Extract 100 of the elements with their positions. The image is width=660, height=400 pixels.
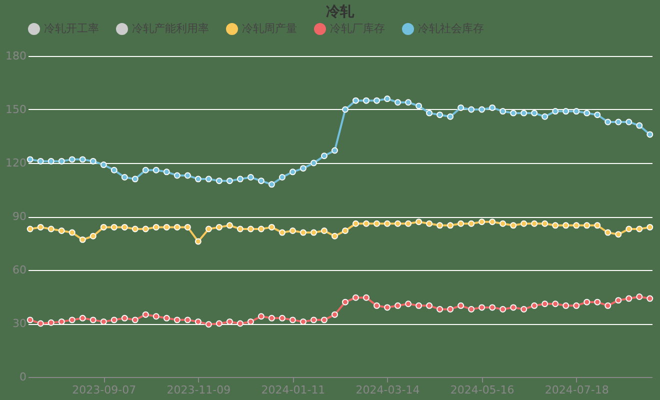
point [268, 314, 275, 322]
point [562, 108, 570, 115]
point [478, 304, 486, 311]
point [500, 220, 506, 227]
point [236, 226, 244, 232]
point [416, 102, 422, 110]
x-tick-label: 2024-05-16 [450, 384, 514, 396]
point [216, 320, 222, 327]
point [562, 222, 570, 229]
point [489, 218, 496, 226]
point [405, 220, 412, 227]
point [110, 224, 118, 230]
point [352, 220, 359, 227]
y-tick-label: 0 [20, 370, 26, 384]
point [584, 222, 590, 229]
point [300, 165, 306, 172]
point [247, 174, 254, 180]
point [132, 316, 138, 324]
point [584, 298, 590, 306]
point [478, 218, 486, 226]
point [194, 176, 202, 182]
point [374, 97, 380, 104]
point [205, 321, 212, 328]
point [236, 320, 244, 327]
point [458, 302, 464, 309]
point [436, 222, 444, 229]
point [374, 220, 380, 227]
point [458, 104, 464, 111]
point [332, 311, 338, 318]
point [321, 316, 328, 324]
x-tick-label: 2024-01-11 [261, 384, 326, 396]
point [646, 295, 654, 302]
point [646, 224, 654, 230]
point [562, 302, 570, 309]
point [216, 224, 222, 230]
point [626, 295, 632, 302]
x-tick-label: 2024-07-18 [544, 384, 609, 396]
point [604, 302, 612, 309]
chart-title: 冷轧 [326, 4, 355, 20]
point [247, 226, 254, 232]
point [531, 220, 538, 227]
point [194, 238, 202, 245]
point [584, 110, 590, 116]
point [184, 224, 191, 230]
point [174, 172, 180, 179]
point [37, 320, 44, 327]
point [363, 220, 370, 227]
point [289, 168, 296, 176]
point [48, 319, 54, 326]
point [405, 99, 412, 106]
point [321, 228, 328, 234]
point [278, 174, 286, 180]
point [226, 318, 233, 325]
point [332, 232, 338, 240]
point [626, 118, 632, 126]
point [278, 314, 286, 322]
point [604, 229, 612, 236]
point [37, 158, 44, 164]
y-tick-label: 150 [6, 103, 26, 116]
point [48, 158, 54, 164]
x-tick-label: 2024-03-14 [356, 384, 420, 396]
point [79, 236, 86, 243]
point [26, 316, 34, 324]
point [163, 224, 170, 230]
point [447, 222, 454, 229]
point [489, 104, 496, 111]
point [37, 224, 44, 230]
point [79, 156, 86, 163]
point [110, 316, 118, 324]
point [152, 224, 160, 230]
point [594, 112, 601, 118]
point [332, 147, 338, 154]
point [447, 113, 454, 120]
point [310, 229, 317, 236]
point [163, 314, 170, 322]
point [520, 110, 528, 116]
point [58, 318, 65, 325]
point [374, 302, 380, 309]
point [416, 218, 422, 226]
point [247, 318, 254, 325]
point [174, 316, 180, 324]
point [26, 226, 34, 232]
point [342, 106, 348, 113]
point [384, 96, 391, 102]
point [310, 160, 317, 166]
x-tick-label: 2023-09-07 [72, 384, 136, 396]
point [121, 314, 128, 322]
point [268, 181, 275, 188]
point [636, 226, 643, 232]
point [405, 300, 412, 308]
point [542, 300, 548, 308]
point [426, 220, 433, 227]
point [258, 226, 264, 232]
point [258, 178, 264, 184]
point [68, 316, 76, 324]
point [226, 178, 233, 184]
point [100, 224, 107, 230]
point [300, 229, 306, 236]
point [79, 314, 86, 322]
point [426, 302, 433, 309]
